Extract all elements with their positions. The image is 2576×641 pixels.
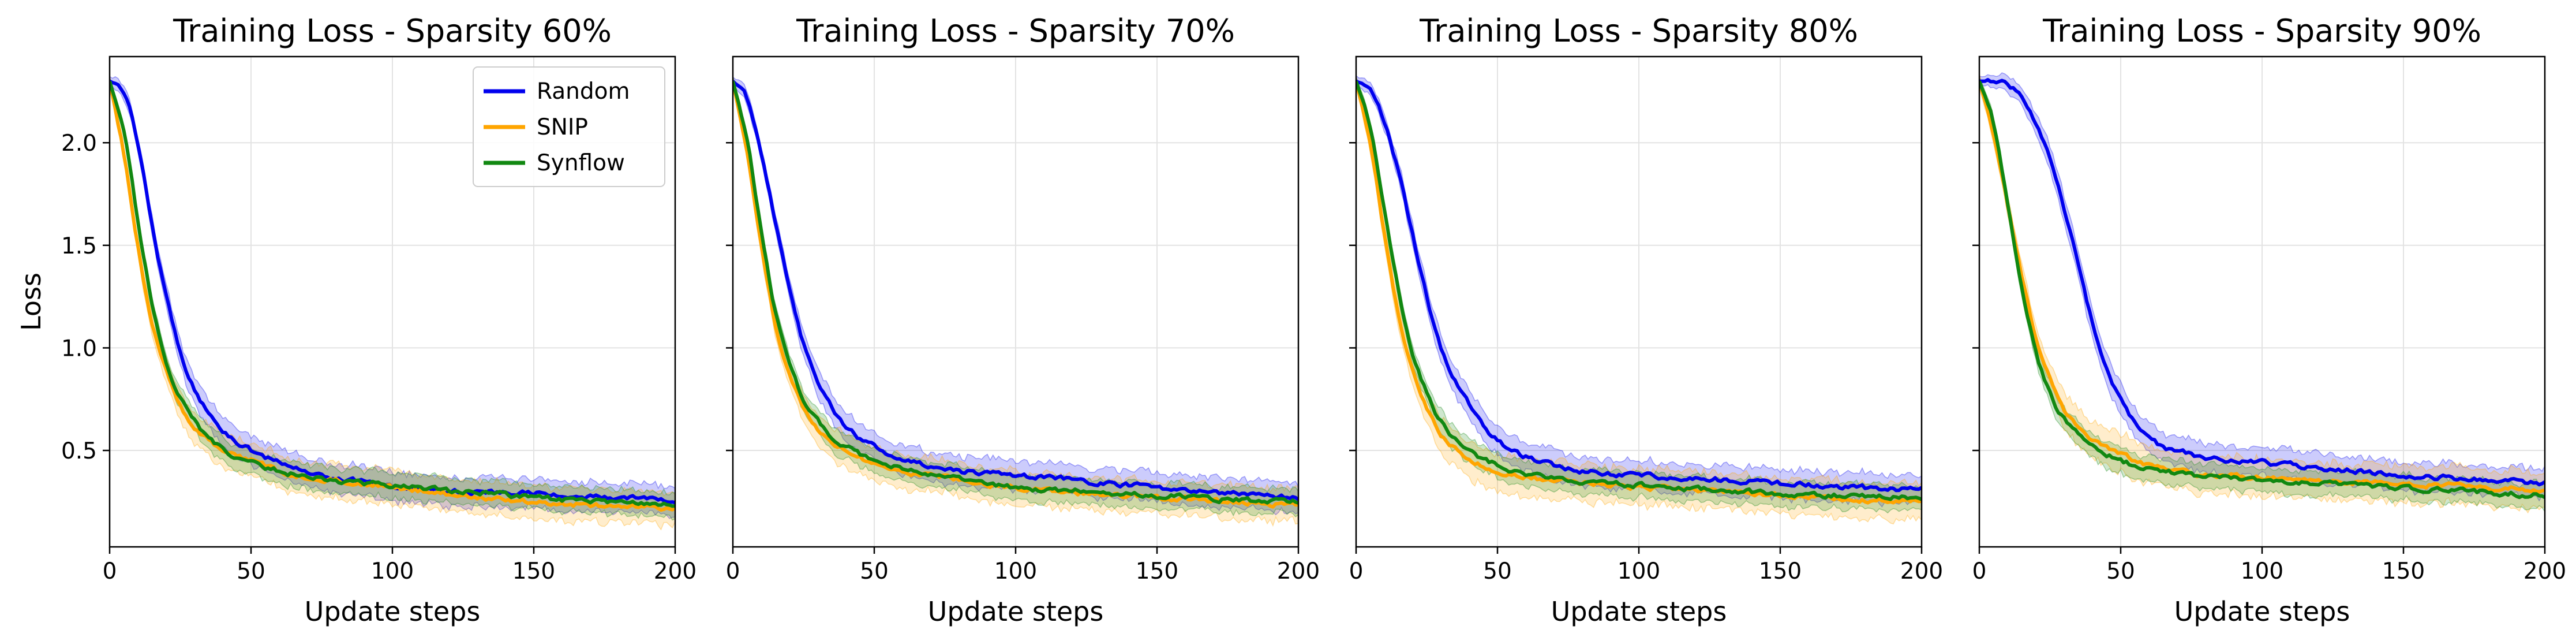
band-synflow — [110, 77, 675, 521]
band-synflow — [1356, 77, 1922, 514]
y-axis-label: Loss — [16, 273, 47, 331]
y-tick-label: 1.5 — [61, 233, 97, 259]
x-tick-label: 50 — [237, 558, 265, 584]
panel-4: 0 50 100 150 200 Training Loss - Sparsity 90%… — [1972, 13, 2567, 627]
panel-title: Training Loss - Sparsity 90% — [2042, 13, 2481, 49]
x-tick-label: 0 — [1972, 558, 1987, 584]
panel-title: Training Loss - Sparsity 60% — [173, 13, 612, 49]
x-axis-label: Update steps — [305, 596, 481, 627]
panel-title: Training Loss - Sparsity 70% — [796, 13, 1235, 49]
line-synflow — [1356, 80, 1922, 501]
x-tick-label: 100 — [371, 558, 414, 584]
y-tick-label: 1.0 — [61, 336, 97, 362]
y-tick-label: 2.0 — [61, 131, 97, 156]
panel-3: 0 50 100 150 200 Training Loss - Sparsity 80%… — [1349, 13, 1944, 627]
x-tick-label: 200 — [2523, 558, 2566, 584]
x-tick-label: 200 — [654, 558, 697, 584]
x-tick-label: 200 — [1277, 558, 1320, 584]
band-random — [1356, 75, 1922, 508]
band-snip — [1979, 73, 2545, 514]
panel-2: 0 50 100 150 200 Training Loss - Sparsity 70%… — [726, 13, 1320, 627]
x-axis-label: Update steps — [2174, 596, 2350, 627]
x-tick-label: 50 — [860, 558, 889, 584]
x-tick-label: 200 — [1900, 558, 1943, 584]
line-random — [1356, 79, 1922, 493]
y-tick-label: 0.5 — [61, 438, 97, 464]
band-snip — [733, 75, 1298, 527]
line-random — [1979, 78, 2545, 487]
x-tick-label: 150 — [1759, 558, 1802, 584]
x-tick-label: 150 — [512, 558, 555, 584]
x-tick-label: 50 — [1483, 558, 1512, 584]
line-synflow — [1979, 80, 2545, 500]
band-random — [733, 76, 1298, 516]
plot-area — [110, 74, 675, 531]
band-synflow — [1979, 77, 2545, 513]
legend: Random SNIP Synflow — [473, 66, 665, 187]
x-tick-label: 100 — [2241, 558, 2283, 584]
x-axis-label: Update steps — [928, 596, 1104, 627]
line-synflow — [733, 80, 1298, 505]
plot-area — [1356, 75, 1922, 525]
legend-label-random: Random — [537, 79, 630, 105]
band-random — [110, 76, 675, 519]
plot-area — [733, 75, 1298, 527]
x-tick-label: 0 — [1349, 558, 1364, 584]
band-synflow — [733, 76, 1298, 517]
x-axis-label: Update steps — [1551, 596, 1727, 627]
line-synflow — [110, 80, 675, 508]
legend-label-synflow: Synflow — [537, 150, 625, 176]
panel-1: 0 50 100 150 200 0.5 1.0 1.5 2.0 Training Loss - … — [16, 13, 697, 627]
x-tick-label: 150 — [1136, 558, 1178, 584]
x-tick-label: 0 — [726, 558, 740, 584]
line-random — [733, 80, 1298, 501]
band-random — [1979, 72, 2545, 502]
x-tick-label: 50 — [2106, 558, 2135, 584]
band-snip — [110, 74, 675, 531]
x-tick-label: 150 — [2382, 558, 2425, 584]
legend-label-snip: SNIP — [537, 114, 588, 140]
x-tick-label: 0 — [103, 558, 117, 584]
plot-area — [1979, 72, 2545, 514]
legend-box — [473, 66, 665, 187]
x-tick-label: 100 — [1618, 558, 1660, 584]
panel-title: Training Loss - Sparsity 80% — [1419, 13, 1858, 49]
x-tick-label: 100 — [994, 558, 1037, 584]
